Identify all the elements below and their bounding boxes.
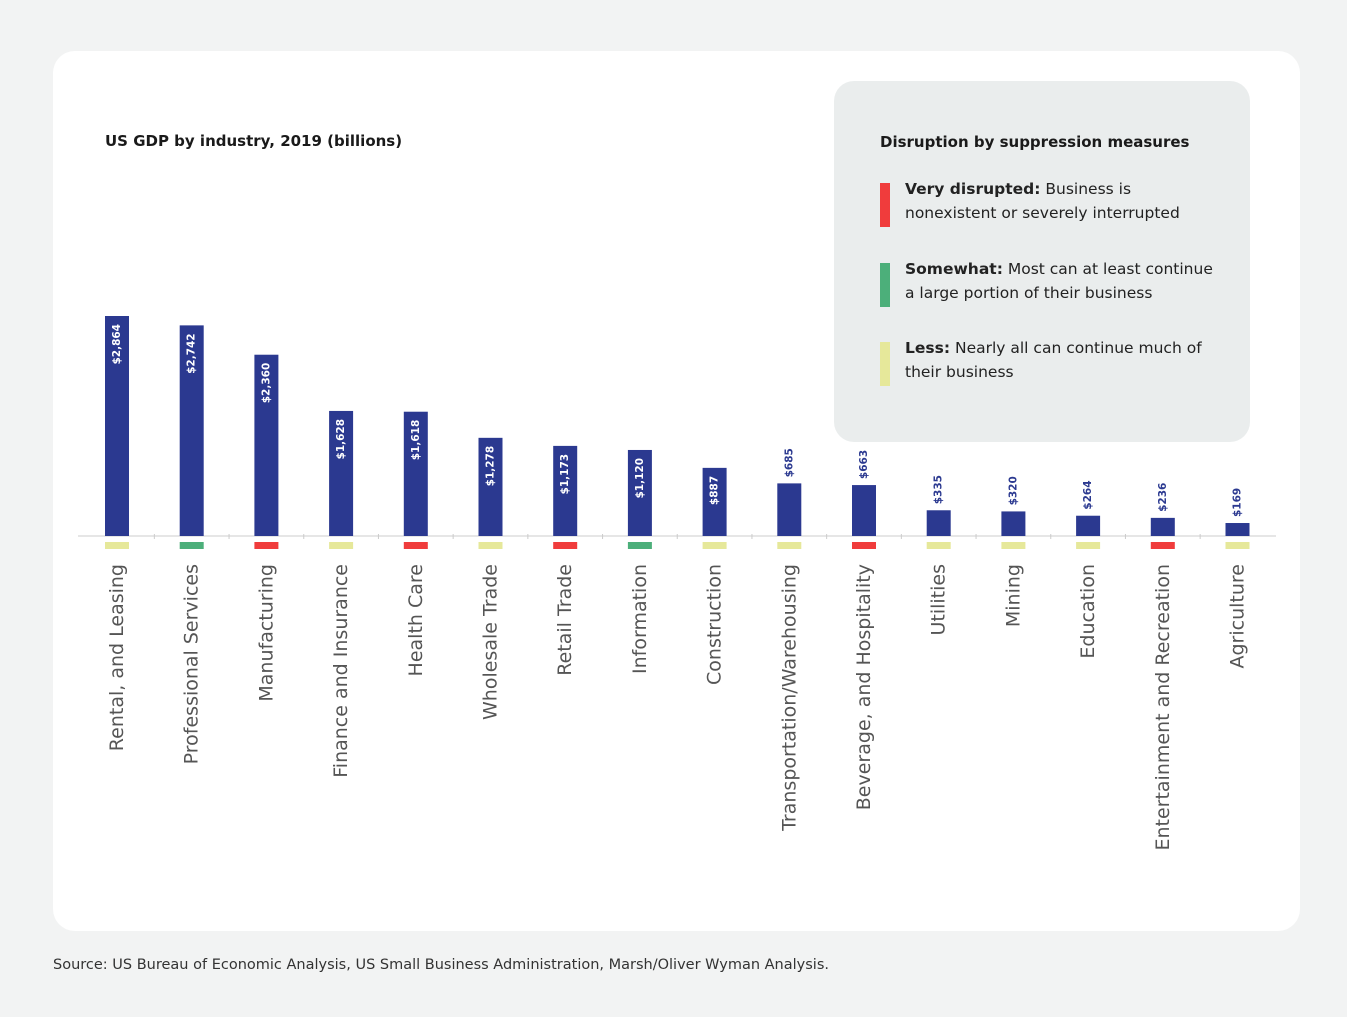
bar-health-care xyxy=(403,411,428,536)
category-label-retail-trade: Retail Trade xyxy=(554,564,576,676)
value-label-professional-services: $2,742 xyxy=(186,333,198,374)
legend-label-somewhat: Somewhat: xyxy=(905,260,1003,278)
disruption-marker-rental-and-leasing xyxy=(105,542,129,549)
value-label-wholesale-trade: $1,278 xyxy=(485,446,497,487)
disruption-marker-health-care xyxy=(403,542,428,549)
category-label-wholesale-trade: Wholesale Trade xyxy=(480,564,502,720)
category-label-finance-and-insurance: Finance and Insurance xyxy=(330,564,352,778)
disruption-marker-transportation-warehousing xyxy=(777,542,802,549)
value-label-health-care: $1,618 xyxy=(410,420,422,461)
value-label-information: $1,120 xyxy=(634,458,646,499)
legend-title: Disruption by suppression measures xyxy=(880,133,1190,151)
disruption-marker-entertainment-and-recreation xyxy=(1150,542,1175,549)
value-label-entertainment-and-recreation: $236 xyxy=(1157,483,1169,512)
disruption-marker-education xyxy=(1076,542,1101,549)
legend-text-less: Nearly all can continue much of their bu… xyxy=(905,339,1202,381)
value-label-rental-and-leasing: $2,864 xyxy=(111,324,123,365)
bar-entertainment-and-recreation xyxy=(1150,517,1175,536)
bar-transportation-warehousing xyxy=(777,483,802,536)
value-label-beverage-and-hospitality: $663 xyxy=(858,450,870,479)
legend-label-less: Less: xyxy=(905,339,951,357)
bar-information xyxy=(627,449,652,536)
legend-label-very-disrupted: Very disrupted: xyxy=(905,180,1041,198)
category-label-utilities: Utilities xyxy=(928,564,950,636)
value-label-agriculture: $169 xyxy=(1232,488,1244,517)
disruption-marker-wholesale-trade xyxy=(478,542,503,549)
value-label-utilities: $335 xyxy=(933,475,945,504)
bar-finance-and-insurance xyxy=(329,410,354,536)
legend: Disruption by suppression measures Very … xyxy=(834,81,1250,442)
bar-manufacturing xyxy=(254,354,279,536)
chart-title: US GDP by industry, 2019 (billions) xyxy=(105,132,403,150)
value-label-finance-and-insurance: $1,628 xyxy=(335,419,347,460)
value-label-manufacturing: $2,360 xyxy=(260,363,272,404)
category-label-manufacturing: Manufacturing xyxy=(255,564,277,702)
bar-education xyxy=(1076,515,1101,536)
category-label-health-care: Health Care xyxy=(405,564,427,676)
value-label-education: $264 xyxy=(1082,480,1094,509)
bar-utilities xyxy=(926,510,951,536)
category-label-information: Information xyxy=(629,564,651,674)
category-label-rental-and-leasing: Rental, and Leasing xyxy=(106,564,128,751)
category-label-transportation-warehousing: Transportation/Warehousing xyxy=(778,564,800,832)
bar-wholesale-trade xyxy=(478,437,503,536)
bar-mining xyxy=(1001,511,1026,536)
category-label-construction: Construction xyxy=(704,564,726,685)
legend-text-very-disrupted: Business is nonexistent or severely inte… xyxy=(905,180,1180,222)
legend-swatch-somewhat xyxy=(880,263,890,307)
bar-professional-services xyxy=(179,325,204,536)
disruption-marker-utilities xyxy=(926,542,951,549)
category-label-beverage-and-hospitality: Beverage, and Hospitality xyxy=(853,564,875,810)
value-label-transportation-warehousing: $685 xyxy=(783,448,795,477)
disruption-marker-construction xyxy=(702,542,727,549)
disruption-marker-retail-trade xyxy=(553,542,578,549)
disruption-marker-professional-services xyxy=(179,542,204,549)
disruption-marker-agriculture xyxy=(1225,542,1250,549)
value-label-construction: $887 xyxy=(709,476,721,505)
disruption-marker-beverage-and-hospitality xyxy=(852,542,876,549)
legend-swatch-very-disrupted xyxy=(880,183,890,227)
category-label-professional-services: Professional Services xyxy=(181,564,203,764)
bar-construction xyxy=(702,467,727,536)
value-label-retail-trade: $1,173 xyxy=(559,454,571,495)
bar-rental-and-leasing xyxy=(105,316,129,536)
source-note: Source: US Bureau of Economic Analysis, … xyxy=(53,957,829,973)
category-label-education: Education xyxy=(1077,564,1099,659)
category-label-agriculture: Agriculture xyxy=(1227,564,1249,669)
value-label-mining: $320 xyxy=(1007,476,1019,505)
bar-agriculture xyxy=(1225,523,1250,536)
legend-text-somewhat: Most can at least continue a large porti… xyxy=(905,260,1213,302)
legend-swatch-less xyxy=(880,342,890,386)
disruption-marker-finance-and-insurance xyxy=(329,542,354,549)
category-label-entertainment-and-recreation: Entertainment and Recreation xyxy=(1152,564,1174,851)
bar-beverage-and-hospitality xyxy=(852,485,876,536)
disruption-marker-mining xyxy=(1001,542,1026,549)
disruption-marker-manufacturing xyxy=(254,542,279,549)
bar-retail-trade xyxy=(553,445,578,536)
category-label-mining: Mining xyxy=(1002,564,1024,627)
disruption-marker-information xyxy=(627,542,652,549)
